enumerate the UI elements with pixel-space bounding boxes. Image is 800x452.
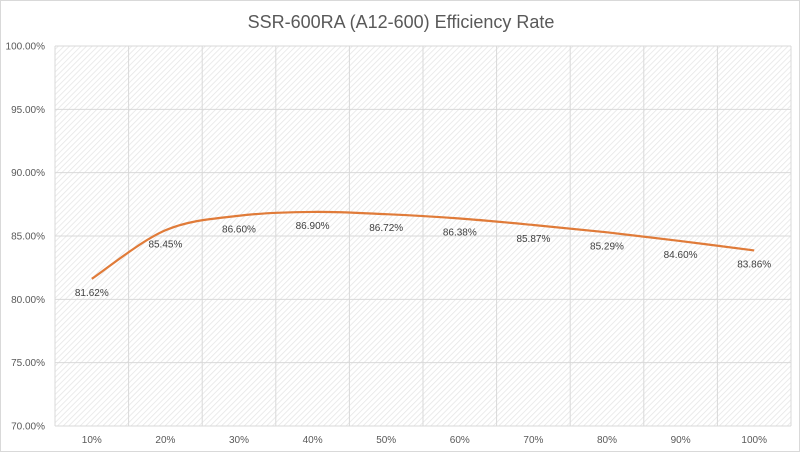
gridlines [54,45,792,427]
data-label: 85.29% [590,241,624,252]
x-tick-label: 20% [155,435,175,446]
data-label: 86.72% [369,223,403,234]
x-axis-ticks: 10% 20% 30% 40% 50% 60% 70% 80% 90% 100% [82,435,767,446]
efficiency-line [91,210,755,280]
x-tick-label: 90% [671,435,691,446]
y-tick-label: 75.00% [11,358,45,369]
series-efficiency [91,210,755,280]
x-tick-label: 80% [597,435,617,446]
y-axis-ticks: 70.00% 75.00% 80.00% 85.00% 90.00% 95.00% 100.… [6,42,46,433]
x-tick-label: 30% [229,435,249,446]
x-tick-label: 40% [303,435,323,446]
y-tick-label: 70.00% [11,422,45,433]
data-label: 81.62% [75,288,109,299]
x-tick-label: 100% [741,435,767,446]
chart-title: SSR-600RA (A12-600) Efficiency Rate [248,12,555,32]
y-tick-label: 90.00% [11,168,45,179]
data-labels: 81.62% 85.45% 86.60% 86.90% 86.72% 86.38% 85.8… [75,221,771,299]
data-label: 86.38% [443,228,477,239]
y-tick-label: 95.00% [11,105,45,116]
x-tick-label: 10% [82,435,102,446]
data-label: 85.87% [516,234,550,245]
data-label: 86.90% [296,221,330,232]
data-label: 84.60% [664,250,698,261]
data-label: 86.60% [222,225,256,236]
data-label: 83.86% [737,259,771,270]
y-tick-label: 100.00% [6,42,46,53]
x-tick-label: 70% [523,435,543,446]
y-tick-label: 85.00% [11,232,45,243]
data-label: 85.45% [148,239,182,250]
y-tick-label: 80.00% [11,295,45,306]
x-tick-label: 50% [376,435,396,446]
x-tick-label: 60% [450,435,470,446]
